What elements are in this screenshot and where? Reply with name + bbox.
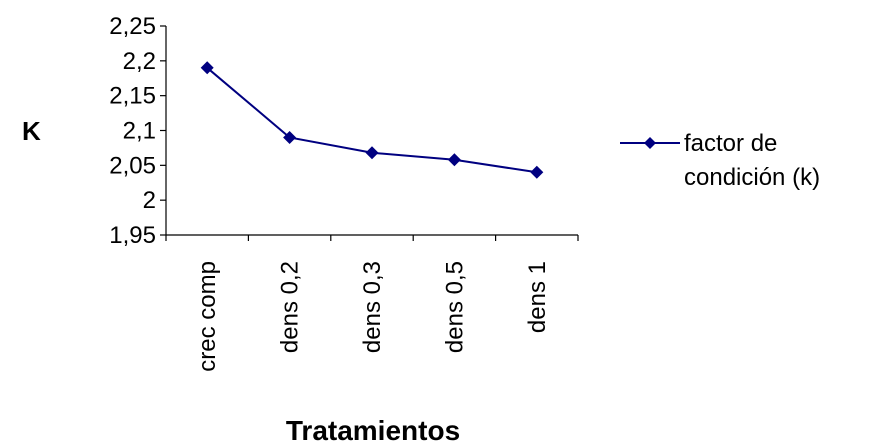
x-tick-label: dens 0,2 [277, 261, 304, 353]
data-point-marker [365, 146, 379, 160]
y-axis-ticks: 1,95 2 2,05 2,1 2,15 2,2 2,25 [109, 13, 166, 249]
data-point-marker [530, 165, 544, 179]
y-tick-label: 2,05 [109, 152, 156, 179]
legend-diamond-marker [644, 137, 656, 149]
x-tick-label: dens 0,3 [359, 261, 386, 353]
x-tick-label: dens 0,5 [441, 261, 468, 353]
series-layer [200, 61, 544, 179]
x-axis-ticks: crec comp dens 0,2 dens 0,3 dens 0,5 dens 1 [165, 235, 579, 372]
y-tick-label: 1,95 [109, 222, 156, 249]
data-point-marker [447, 153, 461, 167]
y-tick-label: 2 [143, 187, 156, 214]
x-tick-label: dens 1 [524, 261, 551, 333]
legend-label-line1: factor de [684, 130, 777, 157]
y-axis-title: K [22, 116, 41, 146]
x-axis-title: Tratamientos [286, 415, 460, 446]
legend: factor de condición (k) [620, 130, 820, 191]
y-tick-label: 2,1 [123, 118, 156, 145]
y-tick-label: 2,25 [109, 13, 156, 40]
x-tick-label: crec comp [194, 261, 221, 372]
data-point-marker [283, 130, 297, 144]
y-tick-label: 2,2 [123, 48, 156, 75]
legend-label-line2: condición (k) [684, 164, 820, 191]
y-tick-label: 2,15 [109, 83, 156, 110]
data-point-marker [200, 61, 214, 75]
